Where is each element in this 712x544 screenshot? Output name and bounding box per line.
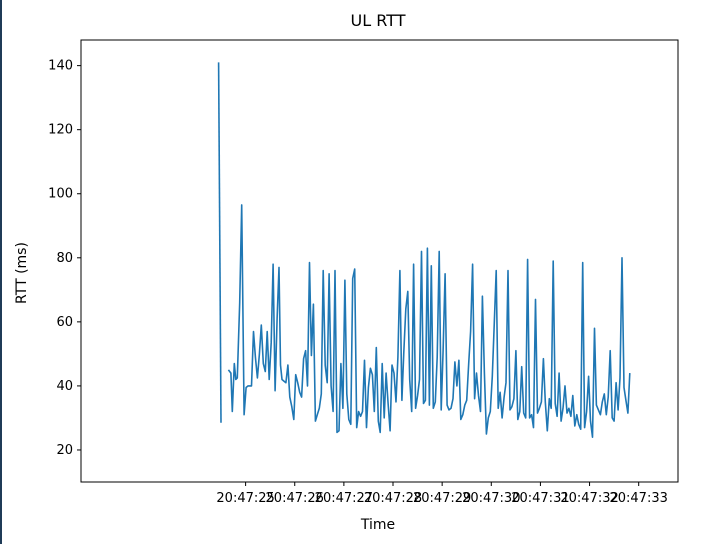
x-tick-label: 20:47:28 [364,491,422,506]
y-tick-label: 120 [48,123,73,138]
x-tick-label: 20:47:25 [216,491,274,506]
y-tick-label: 40 [56,379,73,394]
y-tick-label: 60 [56,315,73,330]
x-tick-label: 20:47:26 [266,491,324,506]
chart-title: UL RTT [351,11,406,30]
x-tick-label: 20:47:31 [511,491,569,506]
series-line-segment [227,204,631,439]
x-tick-label: 20:47:32 [560,491,618,506]
series-line-segment [217,62,222,423]
plot-frame [80,39,679,483]
x-tick-label: 20:47:29 [413,491,471,506]
x-tick-label: 20:47:30 [462,491,520,506]
x-tick-label: 20:47:27 [315,491,373,506]
x-axis-label: Time [360,517,395,533]
x-tick-label: 20:47:33 [609,491,667,506]
plot-area: 2040608010012014020:47:2520:47:2620:47:2… [48,39,679,506]
y-tick-label: 20 [56,443,73,458]
y-axis-label: RTT (ms) [14,242,30,304]
y-tick-label: 140 [48,59,73,74]
y-tick-label: 80 [56,251,73,266]
window-edge [0,0,2,544]
y-tick-label: 100 [48,187,73,202]
